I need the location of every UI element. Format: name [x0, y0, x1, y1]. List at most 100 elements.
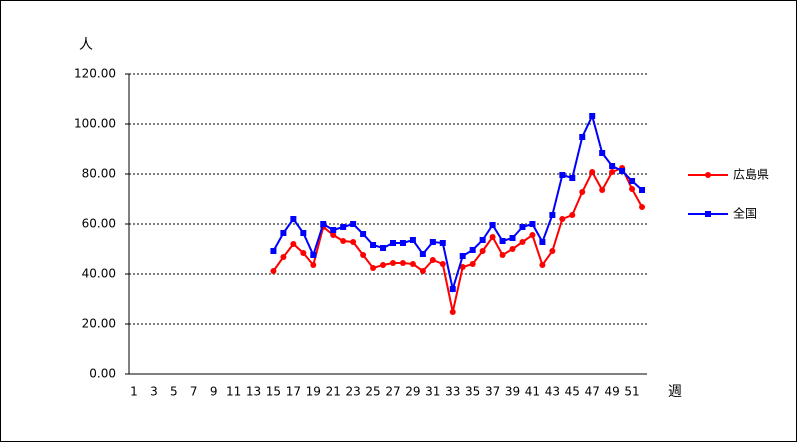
marker [539, 239, 546, 245]
marker [409, 237, 416, 243]
y-tick-label: 80.00 [82, 167, 116, 181]
x-tick-label: 35 [465, 385, 480, 399]
marker [380, 262, 387, 268]
marker [579, 134, 586, 140]
marker [499, 252, 506, 258]
marker [270, 268, 277, 274]
marker [469, 247, 476, 253]
marker [380, 245, 387, 251]
marker [439, 261, 446, 267]
y-tick-label: 20.00 [82, 317, 116, 331]
marker [370, 242, 377, 248]
marker [439, 240, 446, 246]
marker [559, 216, 566, 222]
marker [399, 240, 406, 246]
marker [529, 221, 536, 227]
marker [300, 230, 307, 236]
marker [419, 251, 426, 257]
marker [280, 254, 287, 260]
marker [599, 150, 606, 156]
x-tick-label: 15 [266, 385, 281, 399]
x-tick-label: 41 [525, 385, 540, 399]
x-tick-label: 39 [505, 385, 520, 399]
marker [449, 309, 456, 315]
marker [290, 241, 297, 247]
y-tick-label: 0.00 [89, 367, 116, 381]
x-tick-label: 5 [170, 385, 178, 399]
x-tick-label: 49 [604, 385, 619, 399]
x-tick-label: 17 [286, 385, 301, 399]
marker [519, 224, 526, 230]
x-tick-label: 29 [405, 385, 420, 399]
marker [340, 224, 347, 230]
marker [409, 261, 416, 267]
x-tick-label: 45 [565, 385, 580, 399]
marker [310, 262, 317, 268]
marker [529, 232, 536, 238]
marker [639, 187, 646, 193]
marker [459, 264, 466, 270]
marker [270, 248, 277, 254]
y-axis-label: 人 [79, 37, 93, 53]
marker [459, 253, 466, 259]
marker [519, 239, 526, 245]
marker [360, 231, 367, 237]
x-tick-label: 19 [306, 385, 321, 399]
marker [360, 252, 367, 258]
x-tick-label: 7 [190, 385, 198, 399]
marker [340, 238, 347, 244]
marker [549, 212, 556, 218]
marker [589, 113, 596, 119]
y-tick-label: 120.00 [74, 67, 116, 81]
y-tick-label: 60.00 [82, 217, 116, 231]
x-tick-label: 27 [385, 385, 400, 399]
x-tick-label: 23 [345, 385, 360, 399]
marker [419, 268, 426, 274]
marker [469, 261, 476, 267]
marker [569, 212, 576, 218]
x-tick-label: 25 [365, 385, 380, 399]
marker [479, 248, 486, 254]
x-tick-label: 9 [210, 385, 218, 399]
marker [639, 204, 646, 210]
marker [569, 175, 576, 181]
legend-marker [705, 172, 711, 178]
marker [449, 286, 456, 292]
marker [509, 235, 516, 241]
x-tick-label: 11 [226, 385, 241, 399]
marker [310, 252, 317, 258]
marker [399, 260, 406, 266]
marker [619, 168, 626, 174]
legend-marker [705, 211, 711, 217]
marker [579, 189, 586, 195]
y-tick-label: 100.00 [74, 117, 116, 131]
marker [489, 234, 496, 240]
marker [429, 257, 436, 263]
marker [599, 187, 606, 193]
marker [280, 230, 287, 236]
x-tick-label: 33 [445, 385, 460, 399]
x-tick-label: 47 [585, 385, 600, 399]
marker [559, 172, 566, 178]
marker [539, 262, 546, 268]
marker [629, 186, 636, 192]
legend-label: 全国 [733, 206, 757, 221]
marker [330, 232, 337, 238]
x-tick-label: 21 [326, 385, 341, 399]
marker [609, 169, 616, 175]
x-tick-label: 13 [246, 385, 261, 399]
marker [350, 221, 357, 227]
marker [489, 222, 496, 228]
x-tick-label: 1 [130, 385, 138, 399]
marker [320, 221, 327, 227]
marker [499, 238, 506, 244]
x-tick-label: 3 [150, 385, 158, 399]
marker [389, 240, 396, 246]
x-tick-label: 37 [485, 385, 500, 399]
marker [290, 216, 297, 222]
legend-label: 広島県 [733, 167, 769, 182]
marker [509, 246, 516, 252]
